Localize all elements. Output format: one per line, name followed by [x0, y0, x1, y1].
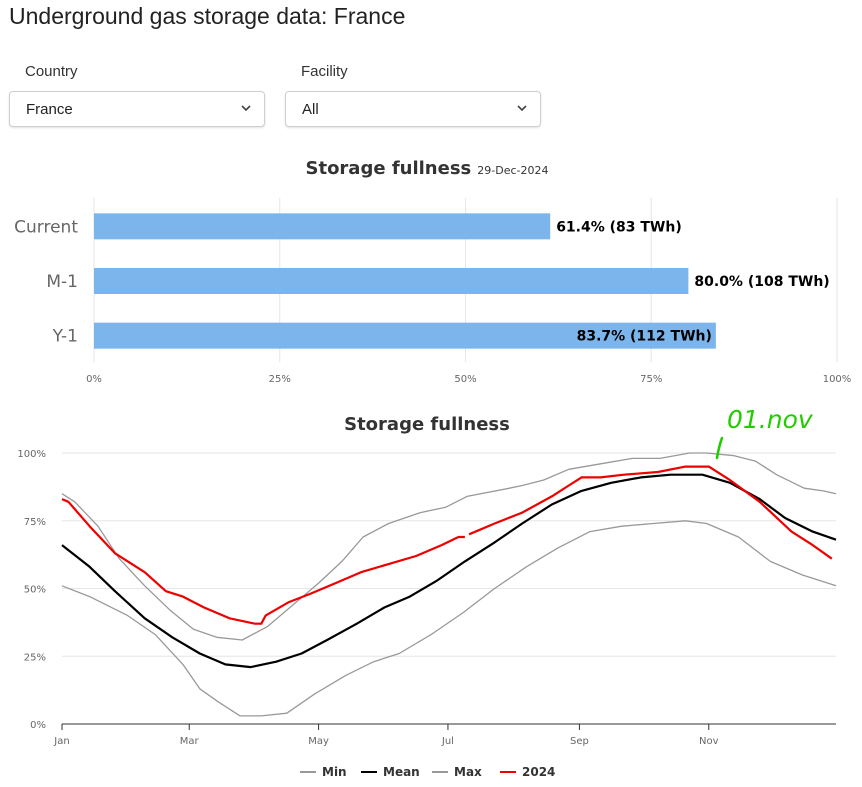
legend-item-mean[interactable]: Mean — [383, 765, 420, 779]
bar-x-tick-label: 100% — [823, 374, 852, 385]
line-y-tick-label: 100% — [17, 449, 46, 460]
line-x-tick-label: Nov — [699, 736, 719, 747]
facility-label: Facility — [301, 63, 348, 80]
line-x-tick-label: Mar — [180, 736, 200, 747]
chevron-down-icon — [517, 105, 527, 112]
country-select[interactable]: France — [9, 91, 265, 127]
bar-chart: Storage fullness 29-Dec-2024 0% 25% 50% 75% 1… — [14, 158, 852, 385]
country-label: Country — [25, 63, 78, 80]
series-line-mean — [61, 473, 837, 669]
bar-data-label: 61.4% (83 TWh) — [556, 219, 682, 235]
bar-chart-title-text: Storage fullness — [306, 158, 472, 179]
legend-item-max[interactable]: Max — [454, 765, 482, 779]
line-y-tick-label: 25% — [24, 652, 46, 663]
facility-select-value: All — [302, 101, 319, 118]
line-y-tick-label: 0% — [30, 720, 46, 731]
bar-x-tick-label: 50% — [454, 374, 476, 385]
series-line-2024 — [61, 465, 833, 625]
line-x-tick-label: May — [308, 736, 329, 747]
facility-select[interactable]: All — [285, 91, 541, 127]
bar-mark — [94, 213, 551, 240]
bar-data-label: 83.7% (112 TWh) — [577, 329, 712, 345]
bar-category-label: M-1 — [46, 272, 78, 292]
series-line-max — [61, 452, 837, 641]
line-chart-title: Storage fullness — [344, 414, 510, 435]
legend-item-min[interactable]: Min — [322, 765, 347, 779]
bar-x-tick-label: 0% — [86, 374, 102, 385]
bar-chart-title: Storage fullness 29-Dec-2024 — [306, 158, 549, 179]
page-title: Underground gas storage data: France — [9, 3, 406, 29]
bar-category-label: Current — [14, 217, 78, 237]
line-x-tick-label: Jul — [441, 736, 454, 747]
line-y-tick-label: 50% — [24, 585, 46, 596]
annotation-pointer — [715, 436, 724, 460]
bar-x-tick-label: 25% — [269, 374, 291, 385]
line-x-tick-label: Jan — [53, 736, 69, 747]
annotation-text: 01.nov — [727, 405, 814, 434]
line-x-tick-label: Sep — [570, 736, 589, 747]
bar-data-label: 80.0% (108 TWh) — [694, 274, 829, 290]
line-chart: Storage fullness 0% 25% 50% 75% 100% Jan Mar Ma… — [17, 405, 837, 779]
legend-item-2024[interactable]: 2024 — [522, 765, 555, 779]
bar-chart-subtitle: 29-Dec-2024 — [477, 164, 548, 177]
line-y-tick-label: 75% — [24, 517, 46, 528]
bar-category-label: Y-1 — [52, 327, 78, 347]
chevron-down-icon — [241, 105, 251, 112]
bar-mark — [94, 322, 716, 349]
series-line-min — [61, 520, 837, 717]
bar-mark — [94, 268, 689, 294]
country-select-value: France — [26, 101, 73, 118]
bar-x-tick-label: 75% — [640, 374, 662, 385]
